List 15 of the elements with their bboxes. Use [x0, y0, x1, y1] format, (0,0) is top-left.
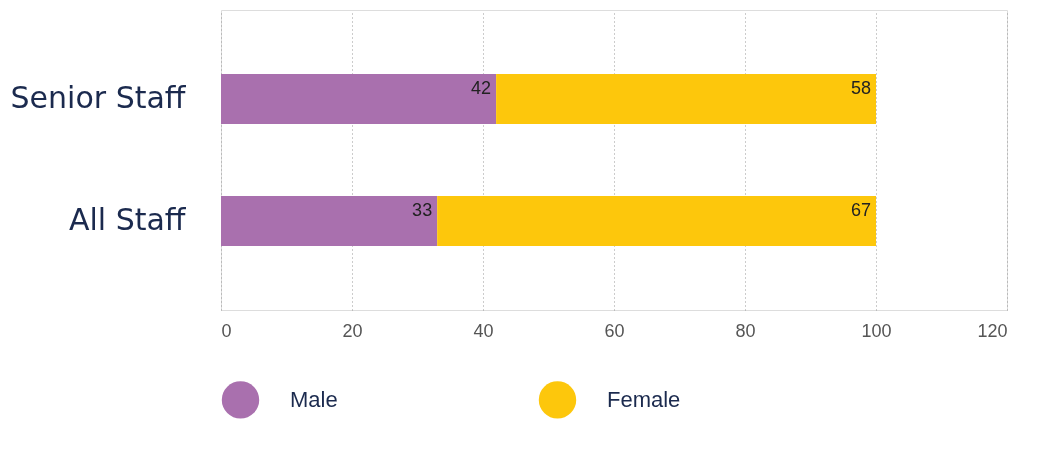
- data-label: 67: [850, 199, 871, 220]
- x-tick-label: 60: [604, 320, 625, 341]
- y-tick-label: All Staff: [68, 201, 187, 237]
- data-label: 58: [850, 78, 871, 99]
- data-label: 42: [471, 78, 492, 99]
- x-tick-label: 0: [221, 320, 232, 341]
- y-tick-label: Senior Staff: [10, 80, 187, 116]
- legend-label: Male: [290, 386, 338, 412]
- x-tick-label: 100: [861, 320, 892, 341]
- x-tick-label: 80: [735, 320, 756, 341]
- data-label: 33: [412, 199, 433, 220]
- legend-label: Female: [607, 386, 681, 412]
- x-tick-label: 40: [473, 320, 494, 341]
- x-tick-label: 120: [977, 320, 1008, 341]
- x-tick-label: 20: [342, 320, 363, 341]
